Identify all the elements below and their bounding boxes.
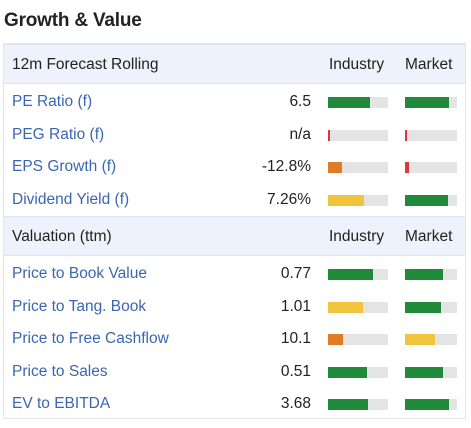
market-score-fill — [405, 399, 450, 410]
market-score-fill — [405, 195, 448, 206]
market-score-bar — [405, 269, 457, 280]
metric-link-price-to-free-cashflow[interactable]: Price to Free Cashflow — [12, 330, 169, 347]
industry-score-bar — [328, 269, 388, 280]
metric-link-dividend-yield[interactable]: Dividend Yield (f) — [12, 191, 130, 208]
column-header-industry: Industry — [329, 228, 385, 245]
industry-score-fill — [328, 334, 343, 345]
industry-score-fill — [328, 399, 369, 410]
column-header-industry: Industry — [329, 56, 385, 73]
page-title: Growth & Value — [4, 10, 142, 31]
market-score-fill — [405, 97, 450, 108]
industry-score-fill — [328, 162, 342, 173]
metric-row-pe-ratio: PE Ratio (f) 6.5 — [4, 85, 465, 118]
section-header-forecast: 12m Forecast Rolling Industry Market — [4, 44, 465, 84]
metric-value: 7.26% — [267, 191, 311, 208]
metric-value: -12.8% — [261, 158, 311, 175]
market-score-fill — [405, 302, 441, 313]
column-header-market: Market — [405, 228, 453, 245]
market-score-fill — [405, 334, 436, 345]
industry-score-bar — [328, 130, 388, 141]
market-score-fill — [405, 367, 443, 378]
metric-link-peg-ratio[interactable]: PEG Ratio (f) — [12, 126, 105, 143]
metric-link-pe-ratio[interactable]: PE Ratio (f) — [12, 93, 93, 110]
metric-row-price-to-free-cashflow: Price to Free Cashflow 10.1 — [4, 322, 465, 355]
industry-score-bar — [328, 399, 388, 410]
metric-value: 3.68 — [280, 395, 311, 412]
column-header-market: Market — [405, 56, 453, 73]
metric-row-peg-ratio: PEG Ratio (f) n/a — [4, 118, 465, 151]
metric-link-price-to-book[interactable]: Price to Book Value — [12, 265, 147, 282]
market-score-bar — [405, 162, 457, 173]
metric-row-price-to-book: Price to Book Value 0.77 — [4, 257, 465, 290]
metric-value: 1.01 — [280, 298, 311, 315]
market-score-fill — [405, 269, 443, 280]
metric-row-dividend-yield: Dividend Yield (f) 7.26% — [4, 183, 465, 216]
metric-row-eps-growth: EPS Growth (f) -12.8% — [4, 150, 465, 183]
market-score-bar — [405, 302, 457, 313]
metric-row-ev-to-ebitda: EV to EBITDA 3.68 — [4, 387, 465, 420]
metric-value: n/a — [289, 126, 311, 143]
market-score-bar — [405, 97, 457, 108]
market-score-bar — [405, 367, 457, 378]
industry-score-fill — [328, 130, 331, 141]
industry-score-bar — [328, 367, 388, 378]
industry-score-fill — [328, 269, 373, 280]
market-score-bar — [405, 399, 457, 410]
growth-value-table: 12m Forecast Rolling Industry Market PE … — [3, 43, 466, 419]
metric-row-price-to-tang-book: Price to Tang. Book 1.01 — [4, 290, 465, 323]
market-score-bar — [405, 334, 457, 345]
market-score-bar — [405, 195, 457, 206]
industry-score-fill — [328, 367, 367, 378]
industry-score-bar — [328, 302, 388, 313]
metric-value: 6.5 — [289, 93, 311, 110]
industry-score-fill — [328, 302, 363, 313]
metric-row-price-to-sales: Price to Sales 0.51 — [4, 355, 465, 388]
market-score-bar — [405, 130, 457, 141]
metric-value: 0.77 — [280, 265, 311, 282]
market-score-fill — [405, 130, 408, 141]
section-header-valuation: Valuation (ttm) Industry Market — [4, 216, 465, 256]
metric-value: 0.51 — [280, 363, 311, 380]
metric-link-price-to-sales[interactable]: Price to Sales — [12, 363, 108, 380]
industry-score-bar — [328, 162, 388, 173]
metric-link-ev-to-ebitda[interactable]: EV to EBITDA — [12, 395, 111, 412]
market-score-fill — [405, 162, 410, 173]
industry-score-bar — [328, 334, 388, 345]
industry-score-fill — [328, 195, 364, 206]
metric-link-eps-growth[interactable]: EPS Growth (f) — [12, 158, 117, 175]
metric-value: 10.1 — [280, 330, 311, 347]
industry-score-fill — [328, 97, 370, 108]
section-title: Valuation (ttm) — [12, 228, 112, 245]
section-title: 12m Forecast Rolling — [12, 56, 159, 73]
industry-score-bar — [328, 195, 388, 206]
metric-link-price-to-tang-book[interactable]: Price to Tang. Book — [12, 298, 147, 315]
industry-score-bar — [328, 97, 388, 108]
